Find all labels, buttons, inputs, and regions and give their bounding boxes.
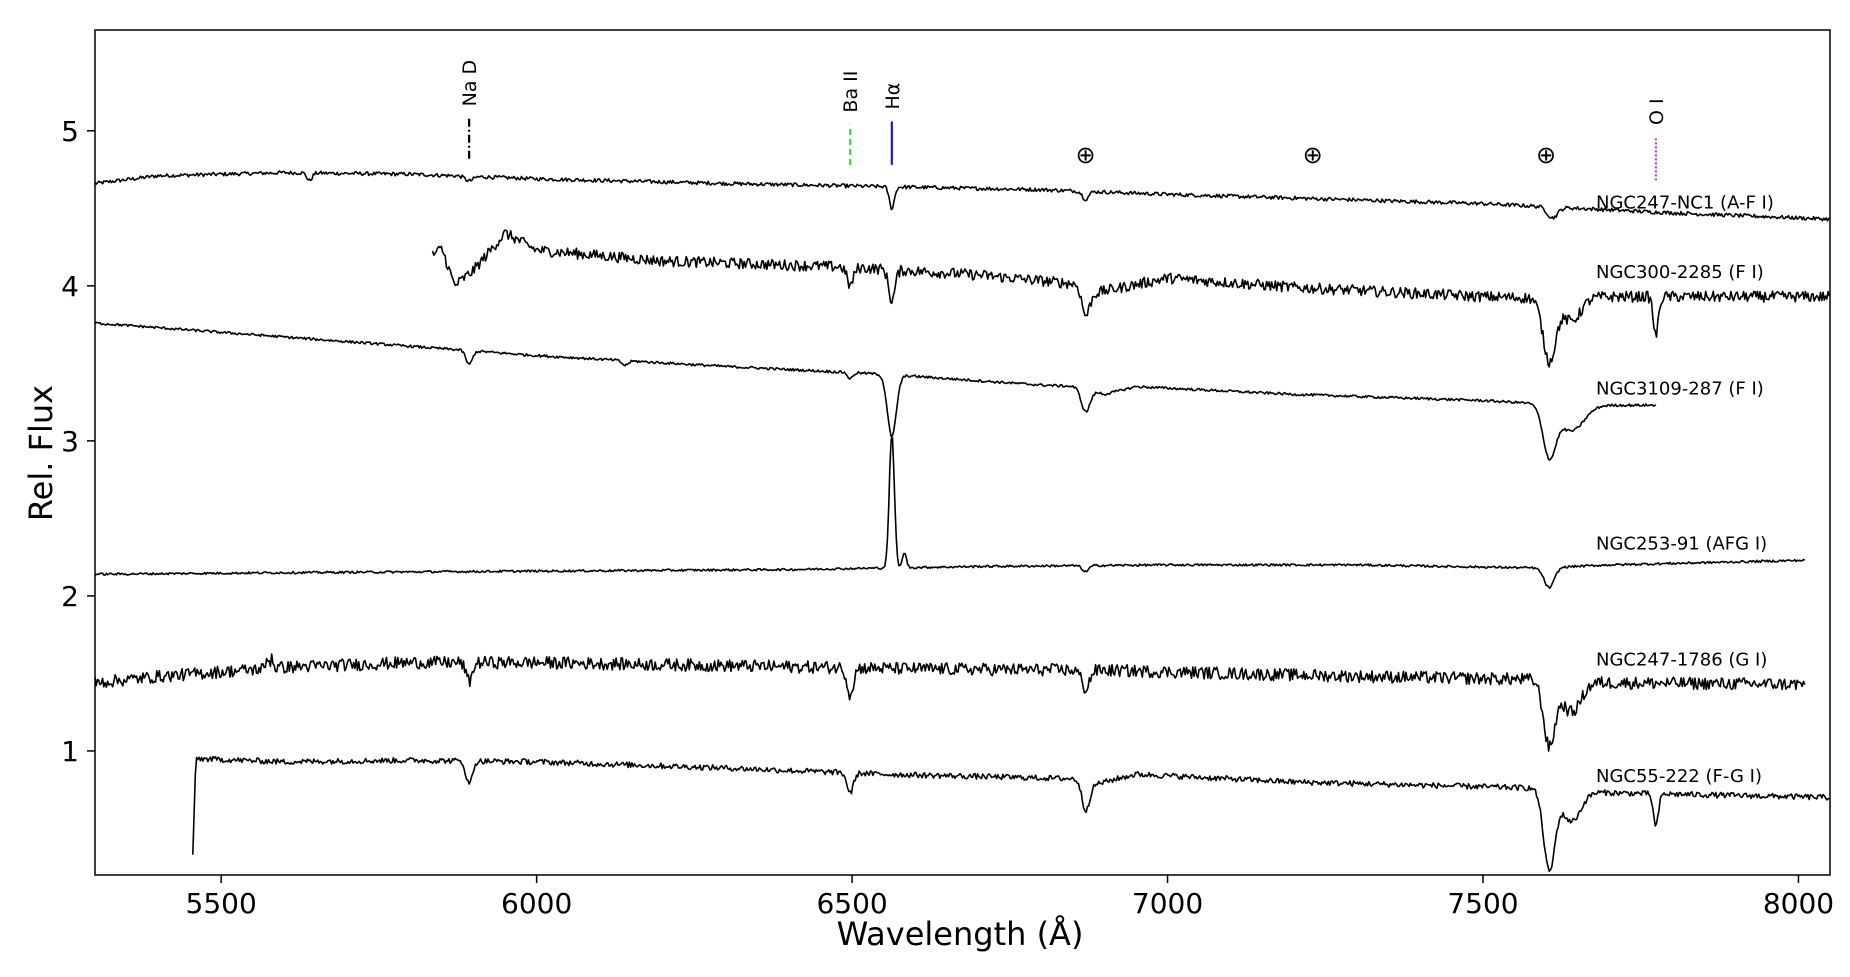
- spectrum-line: [94, 436, 1806, 589]
- plot-frame: [94, 29, 1831, 876]
- spectrum-label: NGC3109-287 (F I): [1596, 378, 1764, 399]
- spectrum-line: [94, 170, 1831, 222]
- y-tick-label: 3: [61, 425, 79, 458]
- telluric-symbol: ⊕: [1536, 141, 1556, 169]
- spectrum-label: NGC247-1786 (G I): [1596, 650, 1767, 671]
- x-tick-label: 6500: [816, 887, 887, 920]
- x-tick-label: 5500: [186, 887, 257, 920]
- x-tick-label: 8000: [1763, 887, 1834, 920]
- spectra-series: NGC247-NC1 (A-F I) NGC300-2285 (F I) NGC31…: [94, 170, 1831, 872]
- line-marker-label: Hα: [882, 83, 904, 110]
- spectrum-label: NGC253-91 (AFG I): [1596, 533, 1767, 554]
- line-marker-label: Na D: [459, 60, 481, 107]
- y-tick-label: 4: [61, 270, 79, 303]
- spectrum-line: [94, 321, 1657, 461]
- x-tick-label: 7500: [1447, 887, 1518, 920]
- y-tick-label: 5: [61, 115, 79, 148]
- x-axis-label: Wavelength (Å): [837, 915, 1084, 953]
- spectrum-label: NGC55-222 (F-G I): [1596, 766, 1762, 787]
- spectrum-label: NGC247-NC1 (A-F I): [1596, 192, 1774, 213]
- spectral-line-markers: Na D Ba II Hα O I ⊕ ⊕ ⊕: [459, 60, 1668, 181]
- spectrum-line: [431, 229, 1831, 368]
- line-marker-label: O I: [1646, 98, 1668, 125]
- y-tick-label: 2: [61, 580, 79, 613]
- spectrum-line: [94, 653, 1806, 752]
- axes: 5500 6000 6500 7000 7500 8000 1 2 3 4 5: [61, 29, 1834, 920]
- spectrum-label: NGC300-2285 (F I): [1596, 262, 1764, 283]
- spectrum-line: [192, 755, 1830, 872]
- telluric-symbol: ⊕: [1303, 141, 1323, 169]
- y-axis-label: Rel. Flux: [22, 385, 60, 521]
- x-tick-label: 7000: [1132, 887, 1203, 920]
- x-tick-label: 6000: [501, 887, 572, 920]
- y-tick-label: 1: [61, 735, 79, 768]
- telluric-symbol: ⊕: [1075, 141, 1095, 169]
- line-marker-label: Ba II: [840, 71, 862, 113]
